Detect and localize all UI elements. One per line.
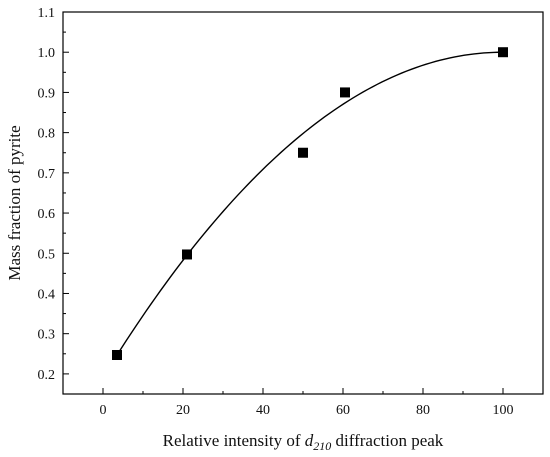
y-tick-label: 0.6 xyxy=(38,207,56,222)
data-point xyxy=(298,147,308,158)
y-axis: 0.2 0.3 0.4 0.5 0.6 0.7 0.8 0.9 1.0 1.1 xyxy=(38,6,69,395)
y-tick-label: 0.5 xyxy=(38,247,56,262)
y-tick-label: 0.3 xyxy=(38,328,56,343)
y-tick-label: 1.0 xyxy=(38,46,56,61)
x-tick-label: 0 xyxy=(100,403,107,418)
data-point xyxy=(340,87,350,98)
data-point xyxy=(182,249,192,260)
x-tick-label: 20 xyxy=(176,403,190,418)
x-tick-label: 100 xyxy=(493,403,514,418)
y-tick-label: 0.2 xyxy=(38,368,56,383)
x-tick-label: 60 xyxy=(336,403,350,418)
fit-curve xyxy=(116,51,504,356)
x-axis: 0 20 40 60 80 100 xyxy=(62,388,544,418)
y-tick-label: 0.7 xyxy=(38,167,56,182)
y-tick-label: 0.9 xyxy=(38,86,56,101)
plot-frame xyxy=(62,11,544,395)
x-tick-label: 40 xyxy=(256,403,270,418)
x-axis-title: Relative intensity of d210 diffraction p… xyxy=(163,431,444,453)
y-tick-label: 0.8 xyxy=(38,127,56,142)
y-axis-title: Mass fraction of pyrite xyxy=(5,125,24,280)
data-points xyxy=(112,47,508,360)
data-point xyxy=(498,47,508,58)
data-point xyxy=(112,349,122,360)
y-tick-label: 1.1 xyxy=(38,6,56,21)
x-tick-label: 80 xyxy=(416,403,430,418)
y-tick-label: 0.4 xyxy=(38,287,56,302)
